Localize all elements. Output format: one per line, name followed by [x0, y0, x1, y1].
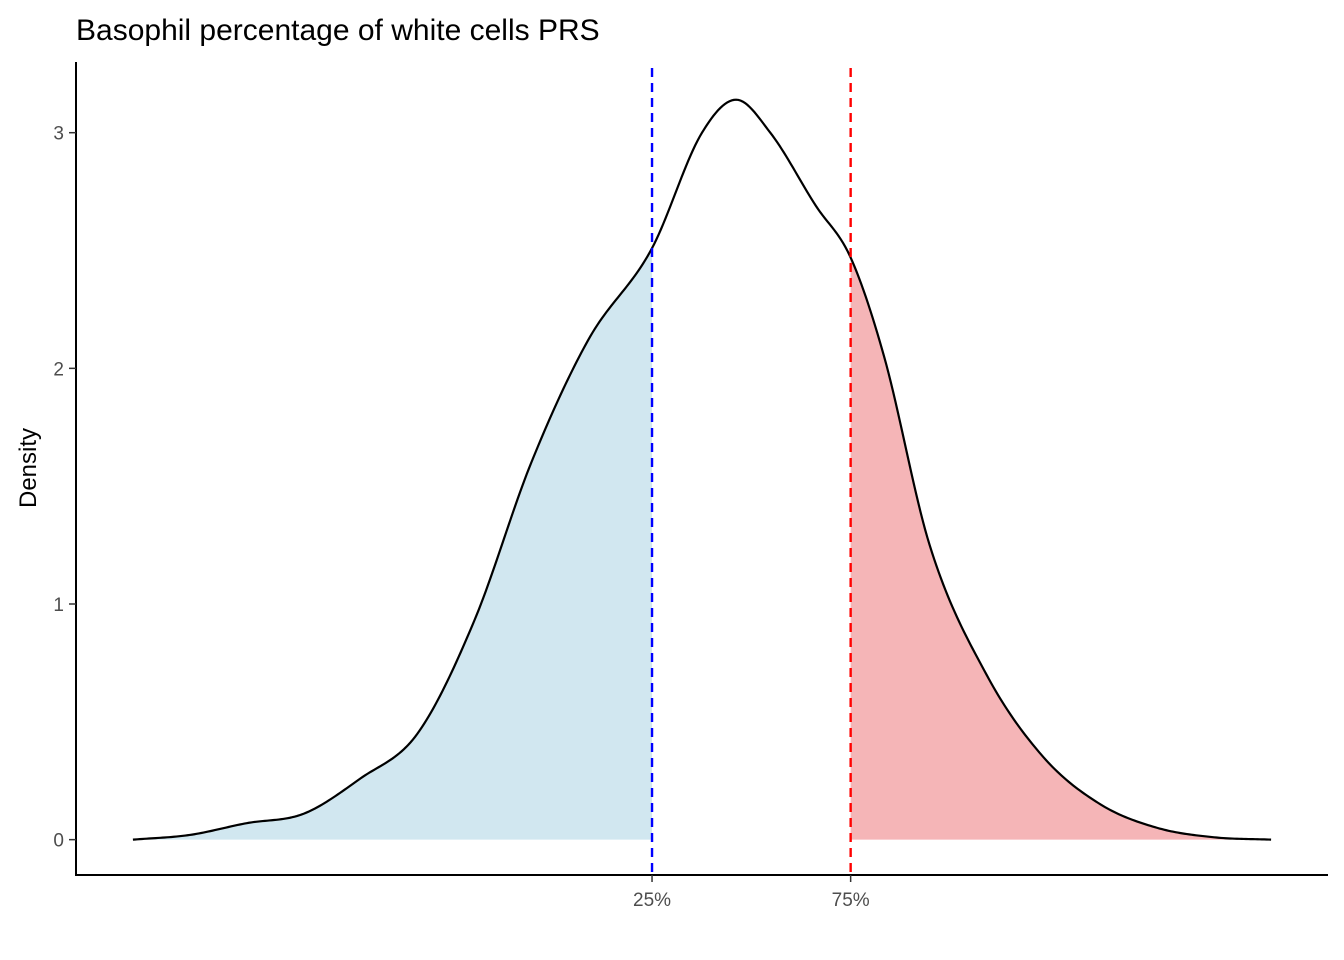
y-tick-label-0: 0	[53, 831, 64, 852]
y-tick-label-3: 3	[53, 124, 64, 145]
y-tick-label-2: 2	[53, 359, 64, 380]
chart-title: Basophil percentage of white cells PRS	[76, 14, 600, 47]
y-tick-label-1: 1	[53, 595, 64, 616]
x-tick-label-75: 75%	[832, 890, 870, 911]
lower-quartile-fill	[132, 248, 653, 840]
x-tick-label-25: 25%	[633, 890, 671, 911]
plot-area: 0 1 2 3 25% 75%	[53, 62, 1328, 911]
density-curve	[132, 98, 1272, 841]
upper-quartile-fill	[850, 257, 1272, 840]
y-axis-label: Density	[15, 428, 42, 508]
